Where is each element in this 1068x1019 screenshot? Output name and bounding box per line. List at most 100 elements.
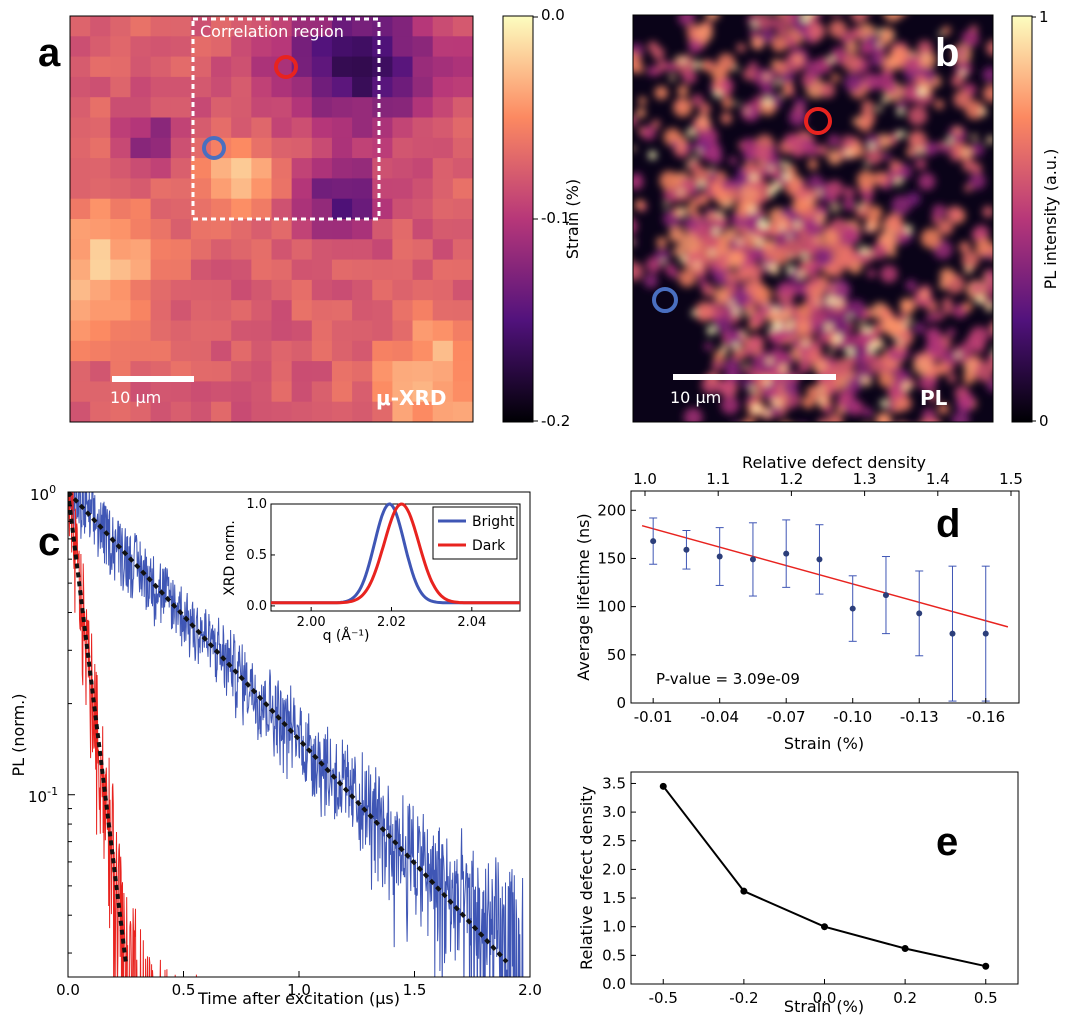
strain-cell bbox=[90, 158, 111, 179]
pl-spot bbox=[571, 152, 591, 172]
strain-cell bbox=[110, 97, 131, 118]
strain-cell bbox=[432, 16, 454, 37]
strain-cell bbox=[211, 16, 232, 37]
pl-hotspot bbox=[779, 93, 785, 98]
pl-spot bbox=[934, 99, 945, 110]
pl-spot bbox=[848, 399, 864, 416]
d-x2tick: 1.3 bbox=[853, 470, 877, 488]
pl-spot bbox=[833, 318, 851, 335]
pl-spot bbox=[885, 429, 895, 439]
pl-hotspot bbox=[681, 58, 688, 64]
pl-spot bbox=[928, 392, 938, 403]
pl-spot bbox=[574, 153, 588, 167]
strain-cell bbox=[412, 381, 434, 403]
strain-cell bbox=[432, 381, 454, 403]
pl-hotspot bbox=[902, 322, 908, 329]
strain-cell bbox=[251, 361, 272, 382]
pl-spot bbox=[723, 357, 741, 375]
strain-cell bbox=[231, 340, 252, 362]
strain-cell bbox=[271, 36, 293, 57]
strain-cell bbox=[90, 381, 111, 403]
pl-spot bbox=[749, 28, 760, 39]
c-xtick: 1.0 bbox=[287, 981, 311, 999]
pl-spot bbox=[859, 0, 878, 13]
pl-spot bbox=[654, 86, 669, 100]
pl-spot bbox=[875, 412, 892, 422]
pl-hotspot bbox=[986, 136, 993, 144]
pl-spot bbox=[736, 426, 753, 443]
pl-spot bbox=[792, 197, 808, 213]
pl-spot bbox=[927, 142, 940, 155]
d-x2label: Relative defect density bbox=[742, 453, 926, 472]
strain-colorbar bbox=[502, 15, 534, 423]
strain-cell bbox=[150, 178, 172, 200]
strain-cell bbox=[190, 381, 212, 403]
strain-cell bbox=[90, 259, 111, 281]
pl-hotspot bbox=[801, 15, 810, 22]
strain-cell bbox=[412, 97, 434, 118]
pl-spot bbox=[734, 421, 739, 422]
strain-cell bbox=[110, 158, 131, 179]
strain-cell bbox=[331, 340, 353, 362]
pl-hotspot bbox=[946, 137, 953, 144]
strain-cell bbox=[251, 97, 272, 118]
strain-cell bbox=[190, 76, 212, 98]
strain-cell bbox=[211, 219, 232, 240]
strain-cell bbox=[291, 259, 313, 281]
strain-cell bbox=[352, 401, 373, 423]
strain-cell bbox=[251, 137, 272, 159]
strain-cell bbox=[291, 76, 313, 98]
pl-spot bbox=[599, 73, 611, 85]
strain-cell bbox=[311, 361, 333, 382]
strain-cell bbox=[110, 279, 131, 301]
pl-spot bbox=[695, 114, 711, 130]
pl-spot bbox=[638, 96, 647, 106]
strain-cell bbox=[452, 76, 474, 98]
strain-cell bbox=[110, 239, 131, 260]
c-xtick: 1.5 bbox=[403, 981, 427, 999]
strain-cell bbox=[70, 16, 91, 37]
strain-cell bbox=[130, 76, 151, 98]
pl-spot bbox=[783, 421, 790, 422]
pl-spot bbox=[896, 395, 912, 411]
pl-hotspot bbox=[685, 162, 691, 168]
e-ytick: 2.0 bbox=[602, 860, 626, 878]
strain-cell bbox=[452, 300, 474, 321]
strain-cell bbox=[190, 239, 212, 260]
strain-cell bbox=[412, 16, 434, 37]
pl-spot bbox=[885, 82, 898, 95]
strain-cell bbox=[90, 76, 111, 98]
strain-cell bbox=[130, 401, 151, 423]
strain-cell bbox=[170, 56, 192, 78]
pl-hotspot bbox=[709, 250, 715, 256]
pl-spot bbox=[710, 181, 723, 194]
pl-spot bbox=[713, 350, 725, 362]
strain-cell bbox=[331, 279, 353, 301]
pl-hotspot bbox=[743, 362, 748, 367]
strain-cell bbox=[211, 178, 232, 200]
pl-spot bbox=[827, 0, 845, 15]
strain-cell bbox=[190, 340, 212, 362]
pl-spot bbox=[769, 16, 781, 29]
pl-hotspot bbox=[808, 5, 816, 13]
strain-cell bbox=[170, 219, 192, 240]
strain-cell bbox=[70, 158, 91, 179]
pl-spot bbox=[742, 67, 756, 81]
pl-spot bbox=[883, 152, 892, 161]
strain-cell bbox=[90, 300, 111, 321]
pl-spot bbox=[917, 40, 933, 56]
pl-hotspot bbox=[881, 96, 889, 104]
pl-spot bbox=[721, 97, 734, 109]
pl-spot bbox=[687, 158, 701, 172]
strain-cell bbox=[331, 178, 353, 200]
strain-cell bbox=[352, 76, 373, 98]
pl-spot bbox=[753, 391, 763, 400]
strain-cell bbox=[211, 137, 232, 159]
pl-spot bbox=[925, 341, 938, 355]
strain-cell bbox=[372, 137, 393, 159]
pl-hotspot bbox=[807, 197, 812, 202]
e-ytick: 1.0 bbox=[602, 918, 626, 936]
lifetime-point bbox=[683, 546, 690, 553]
strain-cell bbox=[432, 320, 454, 342]
strain-cell bbox=[190, 36, 212, 57]
